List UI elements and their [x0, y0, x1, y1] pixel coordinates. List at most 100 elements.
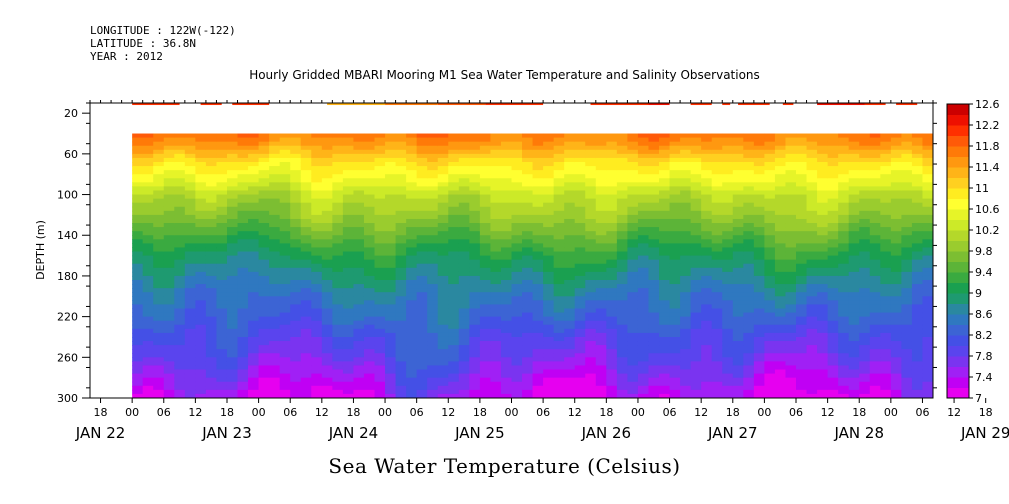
heatmap-cell — [890, 255, 902, 261]
heatmap-cell — [711, 381, 723, 387]
heatmap-cell — [205, 288, 218, 293]
heatmap-cell — [574, 227, 586, 232]
heatmap-cell — [806, 190, 818, 196]
heatmap-cell — [911, 223, 924, 228]
heatmap-cell — [163, 385, 175, 391]
heatmap-cell — [764, 267, 776, 273]
heatmap-cell — [848, 284, 860, 289]
heatmap-cell — [532, 296, 544, 301]
heatmap-cell — [448, 149, 460, 155]
heatmap-cell — [669, 149, 681, 155]
heatmap-cell — [258, 247, 270, 253]
heatmap-cell — [785, 186, 797, 192]
heatmap-cell — [564, 137, 576, 143]
heatmap-cell — [827, 300, 839, 306]
heatmap-cell — [627, 166, 639, 171]
heatmap-cell — [163, 280, 175, 285]
heatmap-cell — [669, 255, 681, 261]
heatmap-cell — [648, 349, 660, 354]
heatmap-cell — [901, 198, 913, 204]
heatmap-cell — [753, 389, 765, 395]
heatmap-cell — [153, 174, 165, 179]
heatmap-cell — [458, 251, 470, 257]
heatmap-cell — [648, 202, 660, 208]
heatmap-cell — [500, 141, 513, 147]
heatmap-cell — [374, 324, 386, 330]
heatmap-cell — [279, 235, 291, 240]
heatmap-cell — [911, 202, 924, 208]
heatmap-cell — [901, 231, 913, 236]
heatmap-cell — [406, 247, 418, 253]
heatmap-cell — [500, 385, 513, 391]
heatmap-cell — [564, 251, 576, 257]
heatmap-cell — [764, 385, 776, 391]
heatmap-cell — [796, 235, 808, 240]
heatmap-cell — [806, 377, 818, 383]
heatmap-cell — [690, 316, 702, 322]
heatmap-cell — [216, 324, 228, 330]
heatmap-cell — [701, 288, 713, 293]
heatmap-cell — [332, 186, 344, 192]
heatmap-cell — [385, 141, 397, 147]
heatmap-cell — [269, 190, 281, 196]
heatmap-cell — [437, 288, 449, 293]
heatmap-cell — [690, 174, 702, 179]
heatmap-cell — [764, 259, 776, 265]
heatmap-cell — [564, 243, 576, 249]
heatmap-cell — [448, 324, 460, 330]
heatmap-cell — [458, 361, 470, 367]
heatmap-cell — [248, 198, 260, 204]
heatmap-cell — [585, 263, 597, 269]
heatmap-cell — [385, 345, 397, 350]
heatmap-cell — [532, 393, 544, 398]
heatmap-cell — [880, 227, 892, 232]
heatmap-cell — [701, 235, 713, 240]
heatmap-cell — [574, 190, 586, 196]
heatmap-cell — [890, 377, 902, 383]
heatmap-cell — [385, 275, 397, 281]
heatmap-cell — [564, 178, 576, 183]
heatmap-cell — [395, 308, 407, 314]
heatmap-cell — [553, 255, 565, 261]
heatmap-cell — [637, 292, 650, 297]
heatmap-cell — [911, 373, 924, 379]
heatmap-cell — [142, 214, 154, 220]
heatmap-cell — [258, 186, 270, 192]
heatmap-cell — [363, 202, 376, 208]
heatmap-cell — [311, 141, 323, 147]
heatmap-cell — [659, 178, 671, 183]
heatmap-cell — [342, 336, 355, 342]
heatmap-cell — [616, 332, 629, 338]
heatmap-cell — [753, 157, 765, 163]
heatmap-cell — [479, 198, 492, 204]
heatmap-cell — [732, 162, 744, 167]
heatmap-cell — [732, 227, 744, 232]
heatmap-cell — [922, 292, 933, 297]
heatmap-cell — [543, 308, 555, 314]
heatmap-cell — [321, 280, 333, 285]
heatmap-cell — [174, 304, 186, 310]
heatmap-cell — [205, 275, 218, 281]
heatmap-cell — [374, 235, 386, 240]
heatmap-cell — [448, 320, 460, 326]
heatmap-cell — [216, 304, 228, 310]
heatmap-cell — [680, 324, 692, 330]
heatmap-cell — [774, 263, 787, 269]
heatmap-cell — [311, 320, 323, 326]
heatmap-cell — [363, 324, 376, 330]
heatmap-cell — [637, 210, 650, 216]
heatmap-cell — [606, 328, 618, 334]
heatmap-cell — [606, 296, 618, 301]
heatmap-cell — [216, 137, 228, 143]
heatmap-cell — [416, 275, 428, 281]
heatmap-cell — [279, 186, 291, 192]
heatmap-cell — [616, 259, 629, 265]
heatmap-cell — [142, 170, 154, 175]
heatmap-cell — [553, 141, 565, 147]
heatmap-cell — [616, 320, 629, 326]
heatmap-cell — [574, 377, 586, 383]
heatmap-cell — [606, 345, 618, 350]
heatmap-cell — [511, 182, 523, 188]
heatmap-cell — [269, 328, 281, 334]
heatmap-cell — [595, 186, 607, 192]
